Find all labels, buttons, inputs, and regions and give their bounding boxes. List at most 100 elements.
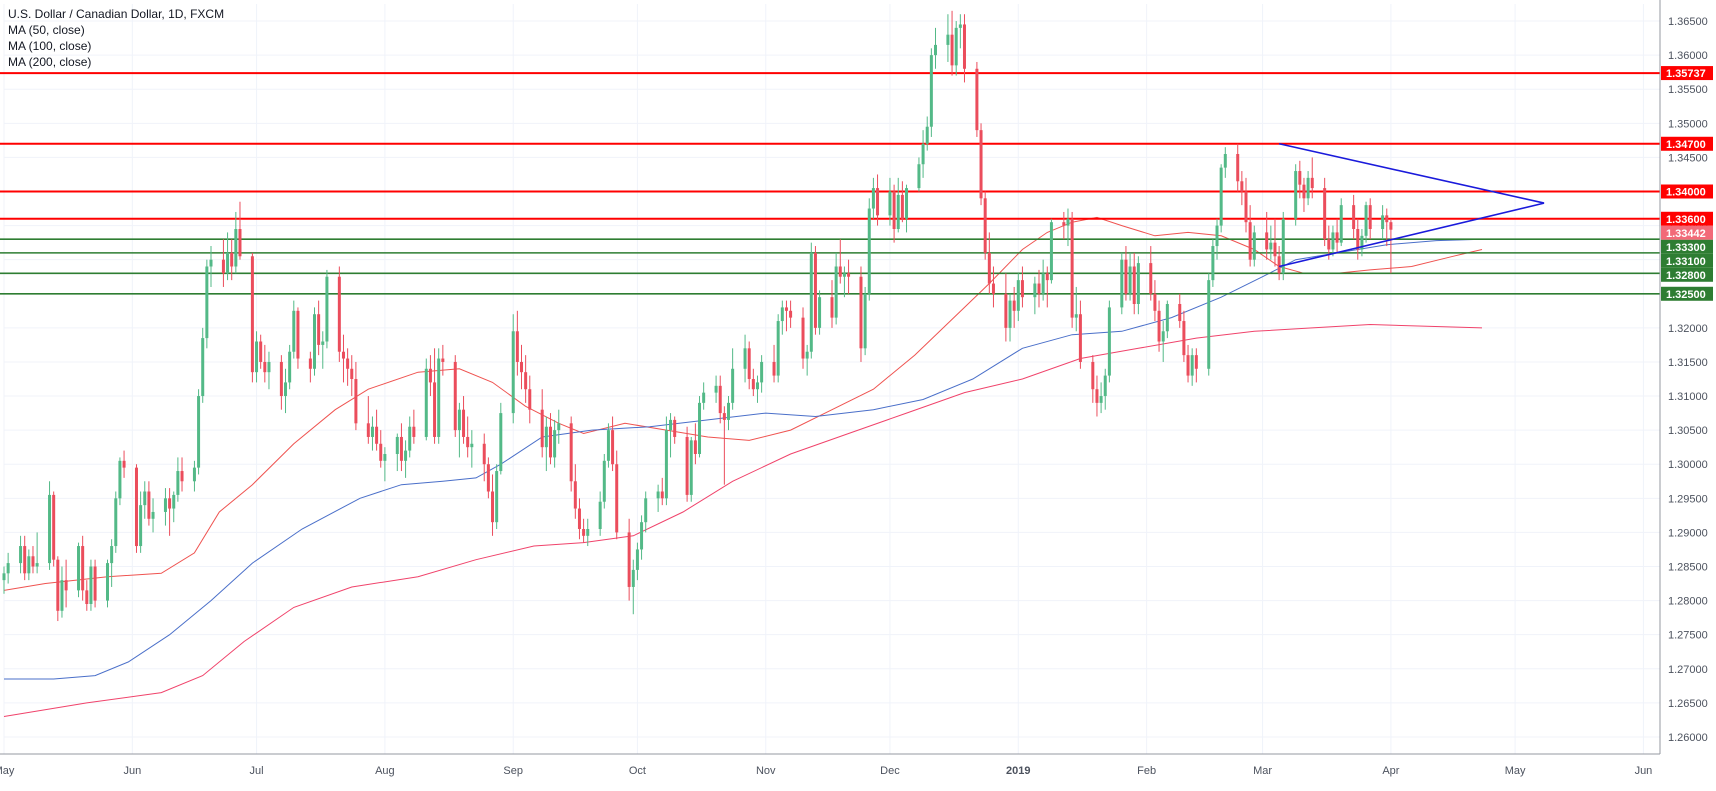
candle-body (1219, 167, 1223, 226)
candle-body (31, 556, 35, 567)
candle-body (755, 382, 759, 390)
candle-body (929, 55, 933, 127)
candle-body (89, 566, 93, 604)
candle-body (1385, 215, 1389, 223)
candle-body (337, 276, 341, 352)
price-label-box (1661, 239, 1713, 254)
candle-body (1074, 314, 1078, 318)
ma-line (3, 323, 1483, 717)
candle-body (1099, 396, 1103, 403)
candle-body (544, 426, 548, 448)
y-tick-label: 1.30500 (1668, 425, 1708, 437)
candle-body (962, 24, 966, 69)
candle-body (1182, 321, 1186, 356)
candle-body (1107, 307, 1111, 376)
candle-body (896, 194, 900, 229)
candle-body (462, 409, 466, 437)
candle-body (1389, 222, 1393, 230)
candle-body (689, 440, 693, 495)
candle-body (482, 443, 486, 465)
candle-body (424, 368, 428, 437)
candle-body (834, 266, 838, 318)
candle-body (718, 385, 722, 414)
candle-body (640, 522, 644, 550)
moving-averages (3, 216, 1483, 717)
candle-body (1302, 184, 1306, 199)
candle-body (110, 546, 114, 564)
candle-body (950, 34, 954, 66)
candle-body (900, 194, 904, 219)
candle-body (238, 229, 242, 257)
candle-body (147, 491, 151, 519)
candle-body (892, 191, 896, 229)
candle-body (1004, 293, 1008, 328)
price-label-text: 1.33100 (1666, 256, 1706, 268)
candle-body (1381, 215, 1385, 229)
candle-body (205, 266, 209, 339)
candle-body (888, 191, 892, 216)
candle-body (163, 498, 167, 512)
candle-body (1211, 246, 1215, 281)
candle-body (226, 252, 230, 274)
candle-body (1190, 355, 1194, 376)
candle-body (528, 389, 532, 410)
candle-body (573, 481, 577, 509)
triangle-trendlines (1278, 142, 1545, 268)
chart-title: U.S. Dollar / Canadian Dollar, 1D, FXCM (8, 7, 225, 21)
candle-body (441, 358, 445, 362)
candle-body (122, 460, 126, 468)
candle-body (1327, 239, 1331, 250)
candle-body (1095, 389, 1099, 403)
candle-body (1352, 205, 1356, 229)
candle-body (1103, 375, 1107, 397)
y-tick-label: 1.34500 (1668, 152, 1708, 164)
candle-body (64, 580, 68, 591)
candle-body (1244, 191, 1248, 223)
x-tick-label: Jul (250, 765, 264, 777)
candle-body (433, 382, 437, 437)
candle-body (379, 443, 383, 461)
candle-body (1273, 242, 1277, 257)
candle-body (325, 276, 329, 342)
candle-body (987, 252, 991, 284)
candle-body (1091, 361, 1095, 390)
candle-body (491, 491, 495, 523)
candle-body (727, 402, 730, 420)
candle-body (656, 491, 660, 499)
x-tick-label: May (0, 765, 15, 777)
candle-body (81, 546, 85, 591)
candle-body (664, 430, 668, 499)
candle-body (1277, 256, 1281, 274)
chart-legend: U.S. Dollar / Canadian Dollar, 1D, FXCM … (8, 6, 224, 70)
candle-body (515, 331, 519, 362)
candle-body (598, 501, 602, 529)
price-labels: 1.35737 1.34700 1.34000 1.33600 1.33442 1.333… (1661, 66, 1713, 301)
candles (2, 10, 1393, 622)
candle-body (1331, 232, 1335, 250)
y-tick-label: 1.26000 (1668, 732, 1708, 744)
price-label-text: 1.34700 (1666, 139, 1706, 151)
candle-body (934, 44, 937, 56)
candle-body (1306, 177, 1310, 199)
candle-body (1215, 225, 1219, 247)
candle-body (250, 256, 254, 373)
price-label-text: 1.32800 (1666, 270, 1706, 282)
candle-body (1240, 181, 1244, 192)
candle-body (747, 348, 751, 379)
candle-body (1310, 177, 1314, 189)
candle-body (27, 556, 31, 574)
y-tick-label: 1.31500 (1668, 357, 1708, 369)
candle-body (776, 321, 780, 376)
y-tick-label: 1.36000 (1668, 50, 1708, 62)
candle-body (470, 443, 474, 448)
candle-body (23, 546, 27, 574)
candle-body (52, 494, 56, 560)
x-tick-label: Dec (880, 765, 900, 777)
candle-body (486, 464, 490, 492)
candle-body (2, 573, 6, 581)
legend-ma-100: MA (100, close) (8, 39, 92, 53)
candle-body (809, 252, 813, 352)
y-tick-label: 1.31000 (1668, 391, 1708, 403)
